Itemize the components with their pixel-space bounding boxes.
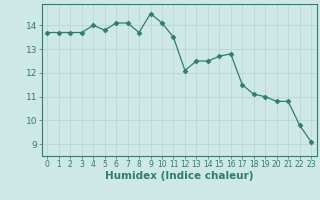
X-axis label: Humidex (Indice chaleur): Humidex (Indice chaleur) <box>105 171 253 181</box>
